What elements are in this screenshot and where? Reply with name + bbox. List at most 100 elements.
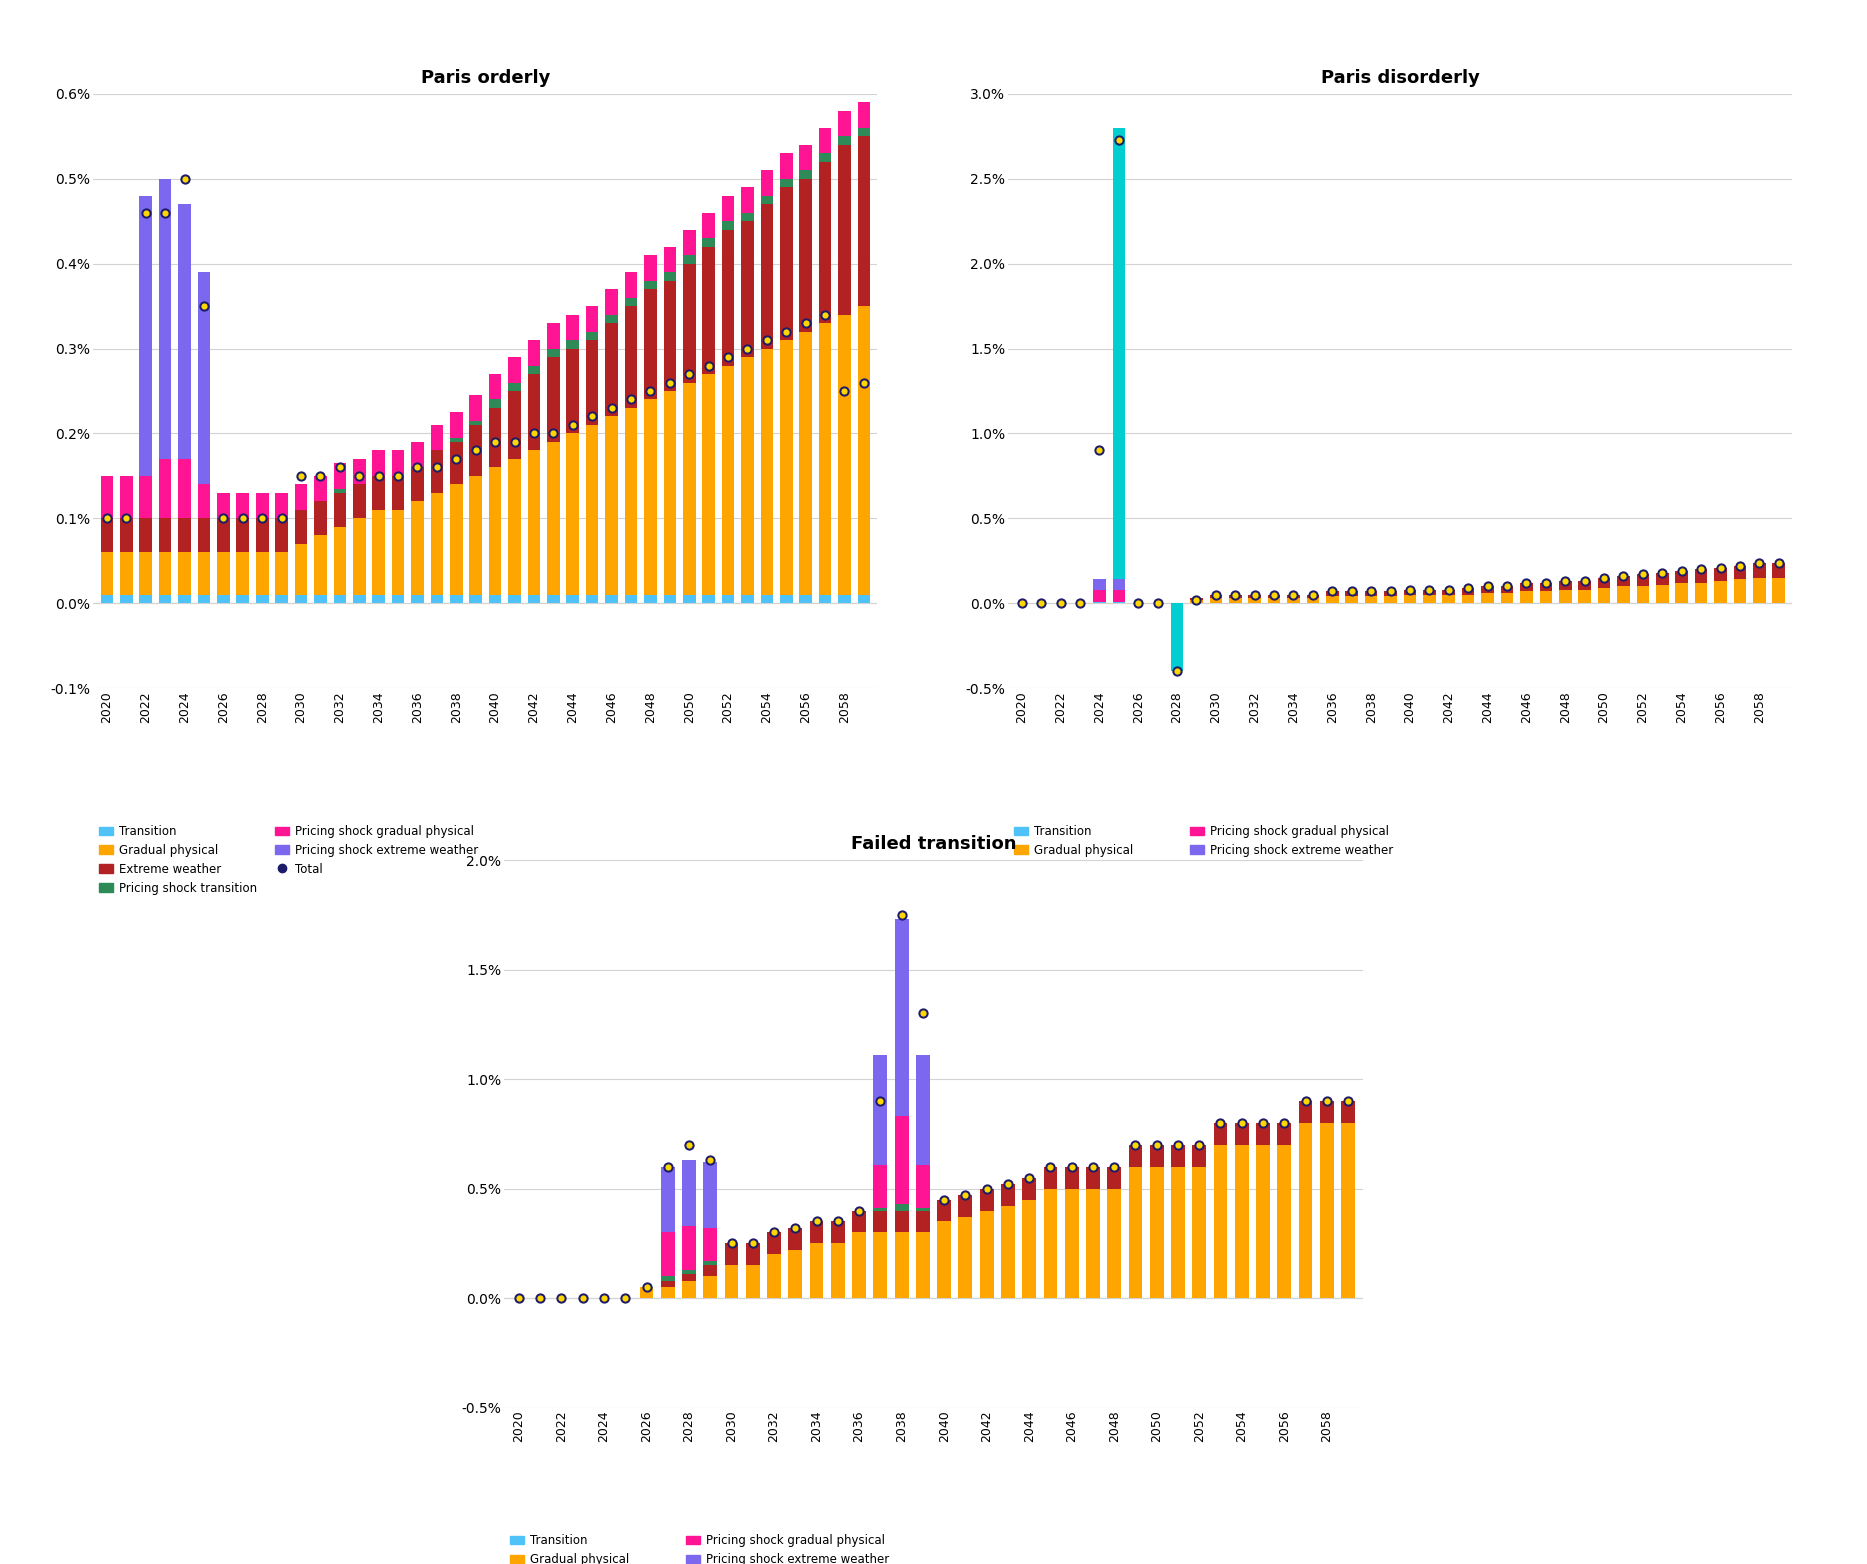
- Point: [1036, 1154, 1066, 1179]
- Point: [1298, 582, 1327, 607]
- Point: [655, 371, 685, 396]
- Point: [170, 166, 200, 191]
- Point: [364, 463, 394, 488]
- Bar: [683, 230, 696, 255]
- Bar: [851, 1211, 866, 1232]
- Point: [1206, 1110, 1236, 1135]
- Point: [1744, 551, 1774, 576]
- Point: [1014, 1165, 1044, 1190]
- Bar: [353, 518, 366, 594]
- Bar: [450, 443, 463, 485]
- Point: [1227, 1110, 1256, 1135]
- Point: [1100, 1154, 1130, 1179]
- Bar: [838, 136, 851, 145]
- Bar: [489, 399, 502, 408]
- Bar: [1189, 597, 1202, 601]
- Point: [844, 1198, 874, 1223]
- Point: [1764, 551, 1794, 576]
- Point: [1355, 579, 1385, 604]
- Bar: [1193, 1167, 1206, 1298]
- Point: [849, 371, 879, 396]
- Bar: [508, 391, 521, 458]
- Bar: [237, 518, 248, 552]
- Point: [577, 404, 607, 429]
- Title: Failed transition: Failed transition: [851, 835, 1016, 852]
- Point: [737, 1231, 767, 1256]
- Bar: [1171, 1145, 1186, 1167]
- Point: [1064, 591, 1094, 616]
- Point: [1200, 582, 1230, 607]
- Point: [1512, 571, 1542, 596]
- Bar: [177, 518, 190, 552]
- Bar: [724, 1243, 739, 1265]
- Point: [1725, 554, 1755, 579]
- Bar: [644, 255, 657, 280]
- Point: [461, 438, 491, 463]
- Point: [1531, 571, 1561, 596]
- Bar: [1268, 594, 1281, 597]
- Bar: [760, 170, 773, 196]
- Bar: [159, 594, 172, 604]
- Bar: [1210, 594, 1223, 597]
- Bar: [767, 1254, 780, 1298]
- Bar: [741, 213, 754, 221]
- Bar: [1462, 594, 1475, 604]
- Bar: [314, 594, 327, 604]
- Point: [306, 463, 336, 488]
- Point: [131, 200, 161, 225]
- Point: [1686, 557, 1716, 582]
- Bar: [1443, 590, 1454, 594]
- Bar: [101, 475, 114, 518]
- Bar: [198, 272, 211, 485]
- Bar: [566, 314, 579, 339]
- Bar: [704, 1162, 717, 1228]
- Bar: [566, 349, 579, 433]
- Point: [344, 463, 373, 488]
- Point: [674, 361, 704, 386]
- Bar: [1637, 574, 1649, 586]
- Point: [325, 455, 355, 480]
- Point: [1589, 565, 1619, 590]
- Bar: [198, 594, 211, 604]
- Bar: [1087, 1167, 1100, 1189]
- Point: [597, 396, 627, 421]
- Bar: [314, 475, 327, 502]
- Point: [480, 430, 510, 455]
- Bar: [237, 552, 248, 594]
- Point: [286, 463, 316, 488]
- Bar: [661, 1281, 674, 1287]
- Point: [267, 505, 297, 530]
- Bar: [663, 272, 676, 280]
- Point: [1247, 1110, 1277, 1135]
- Point: [209, 505, 239, 530]
- Bar: [747, 1243, 760, 1265]
- Bar: [586, 332, 599, 339]
- Bar: [528, 594, 540, 604]
- Bar: [177, 552, 190, 594]
- Bar: [1023, 1200, 1036, 1298]
- Point: [1609, 563, 1639, 588]
- Bar: [586, 307, 599, 332]
- Point: [1647, 560, 1677, 585]
- Point: [1512, 571, 1542, 596]
- Bar: [1150, 1145, 1163, 1167]
- Bar: [980, 1211, 993, 1298]
- Bar: [198, 518, 211, 552]
- Bar: [1559, 590, 1572, 604]
- Bar: [1404, 594, 1417, 604]
- Point: [792, 311, 821, 336]
- Bar: [528, 339, 540, 366]
- Point: [590, 1286, 620, 1311]
- Bar: [820, 153, 831, 161]
- Point: [1027, 591, 1057, 616]
- Bar: [1578, 590, 1591, 604]
- Point: [403, 455, 433, 480]
- Point: [950, 1182, 980, 1207]
- Point: [112, 505, 142, 530]
- Bar: [1299, 1123, 1313, 1298]
- Bar: [799, 594, 812, 604]
- Bar: [508, 383, 521, 391]
- Bar: [838, 111, 851, 136]
- Point: [887, 902, 917, 927]
- Legend: Transition, Gradual physical, Extreme weather, Pricing shock transition, Pricing: Transition, Gradual physical, Extreme we…: [99, 824, 478, 895]
